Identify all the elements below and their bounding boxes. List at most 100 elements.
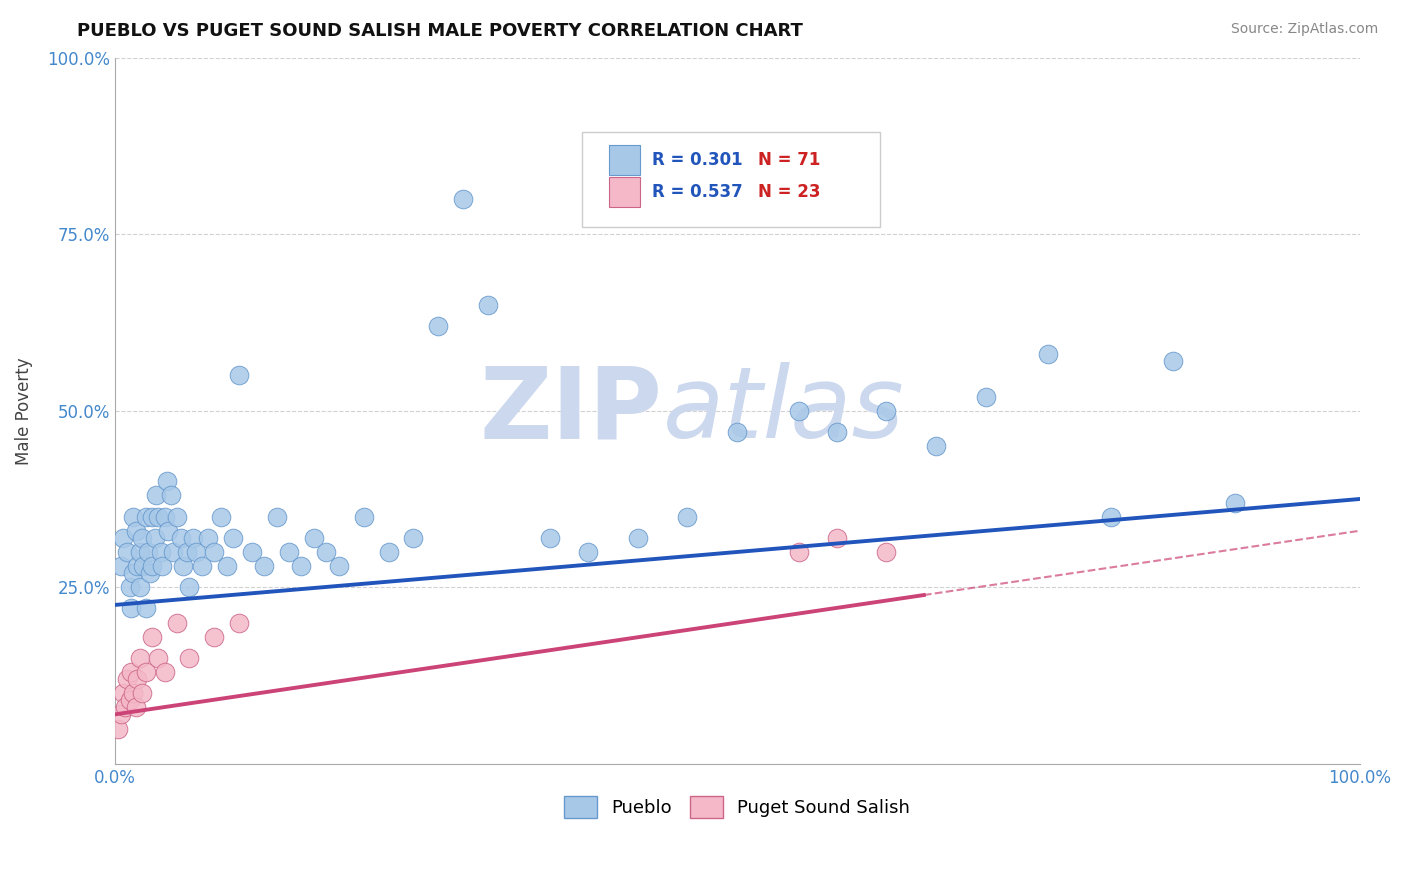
Text: PUEBLO VS PUGET SOUND SALISH MALE POVERTY CORRELATION CHART: PUEBLO VS PUGET SOUND SALISH MALE POVERT… (77, 22, 803, 40)
Point (170, 531, 193, 545)
Text: R = 0.537: R = 0.537 (652, 183, 744, 201)
FancyBboxPatch shape (582, 132, 880, 227)
Point (125, 524, 148, 538)
Point (166, 615, 188, 630)
Point (141, 509, 163, 524)
Point (128, 651, 150, 665)
Point (302, 531, 325, 545)
Point (1099, 509, 1122, 524)
Point (138, 566, 160, 581)
Point (176, 545, 198, 559)
Point (825, 425, 848, 439)
Point (114, 700, 136, 714)
Point (725, 425, 748, 439)
Point (141, 559, 163, 574)
Text: R = 0.301: R = 0.301 (652, 151, 744, 169)
Text: ZIP: ZIP (479, 362, 662, 459)
Point (110, 559, 132, 574)
Point (179, 580, 201, 594)
Point (112, 531, 135, 545)
Point (149, 545, 172, 559)
Point (162, 545, 184, 559)
Point (240, 545, 263, 559)
Point (181, 531, 204, 545)
Point (427, 318, 450, 333)
Point (135, 665, 157, 679)
Point (1038, 347, 1060, 361)
Y-axis label: Male Poverty: Male Poverty (15, 357, 32, 465)
Point (107, 722, 129, 736)
Point (157, 524, 180, 538)
Text: atlas: atlas (662, 362, 904, 459)
Point (128, 545, 150, 559)
Point (377, 545, 399, 559)
Point (676, 509, 699, 524)
Point (115, 672, 138, 686)
Point (122, 566, 145, 581)
Point (925, 439, 948, 453)
Point (290, 559, 312, 574)
Point (148, 509, 170, 524)
Point (266, 509, 288, 524)
Point (402, 531, 425, 545)
Point (228, 615, 250, 630)
Text: N = 71: N = 71 (758, 151, 821, 169)
Point (145, 488, 167, 502)
Point (202, 630, 225, 644)
Point (179, 651, 201, 665)
Text: N = 23: N = 23 (758, 183, 821, 201)
Point (141, 630, 163, 644)
Point (202, 545, 225, 559)
Point (328, 559, 350, 574)
Point (576, 545, 599, 559)
Point (166, 509, 188, 524)
Point (138, 545, 160, 559)
Point (122, 686, 145, 700)
Point (135, 509, 157, 524)
Point (184, 545, 207, 559)
Point (118, 693, 141, 707)
Point (253, 559, 276, 574)
Point (876, 545, 898, 559)
Bar (609, 177, 640, 207)
Point (143, 531, 166, 545)
Point (172, 559, 194, 574)
Point (1161, 354, 1184, 368)
Point (159, 488, 181, 502)
Point (315, 545, 337, 559)
Point (278, 545, 301, 559)
Point (626, 531, 648, 545)
Point (153, 509, 176, 524)
Point (789, 403, 811, 417)
Point (974, 390, 997, 404)
Point (156, 475, 179, 489)
Point (112, 686, 135, 700)
Point (120, 601, 142, 615)
Point (110, 707, 132, 722)
Bar (609, 145, 640, 175)
Point (876, 403, 898, 417)
Point (222, 531, 245, 545)
Point (153, 665, 176, 679)
Point (122, 509, 145, 524)
Point (127, 672, 149, 686)
Point (135, 601, 157, 615)
Point (215, 559, 238, 574)
Point (125, 700, 148, 714)
Point (150, 559, 173, 574)
Point (132, 559, 155, 574)
Point (197, 531, 219, 545)
Point (115, 545, 138, 559)
Point (127, 559, 149, 574)
Point (118, 580, 141, 594)
Point (131, 686, 153, 700)
Point (789, 545, 811, 559)
Point (209, 509, 232, 524)
Point (353, 509, 375, 524)
Legend: Pueblo, Puget Sound Salish: Pueblo, Puget Sound Salish (557, 789, 917, 825)
Point (1223, 495, 1246, 509)
Text: Source: ZipAtlas.com: Source: ZipAtlas.com (1230, 22, 1378, 37)
Point (128, 580, 150, 594)
Point (228, 368, 250, 383)
Point (131, 531, 153, 545)
